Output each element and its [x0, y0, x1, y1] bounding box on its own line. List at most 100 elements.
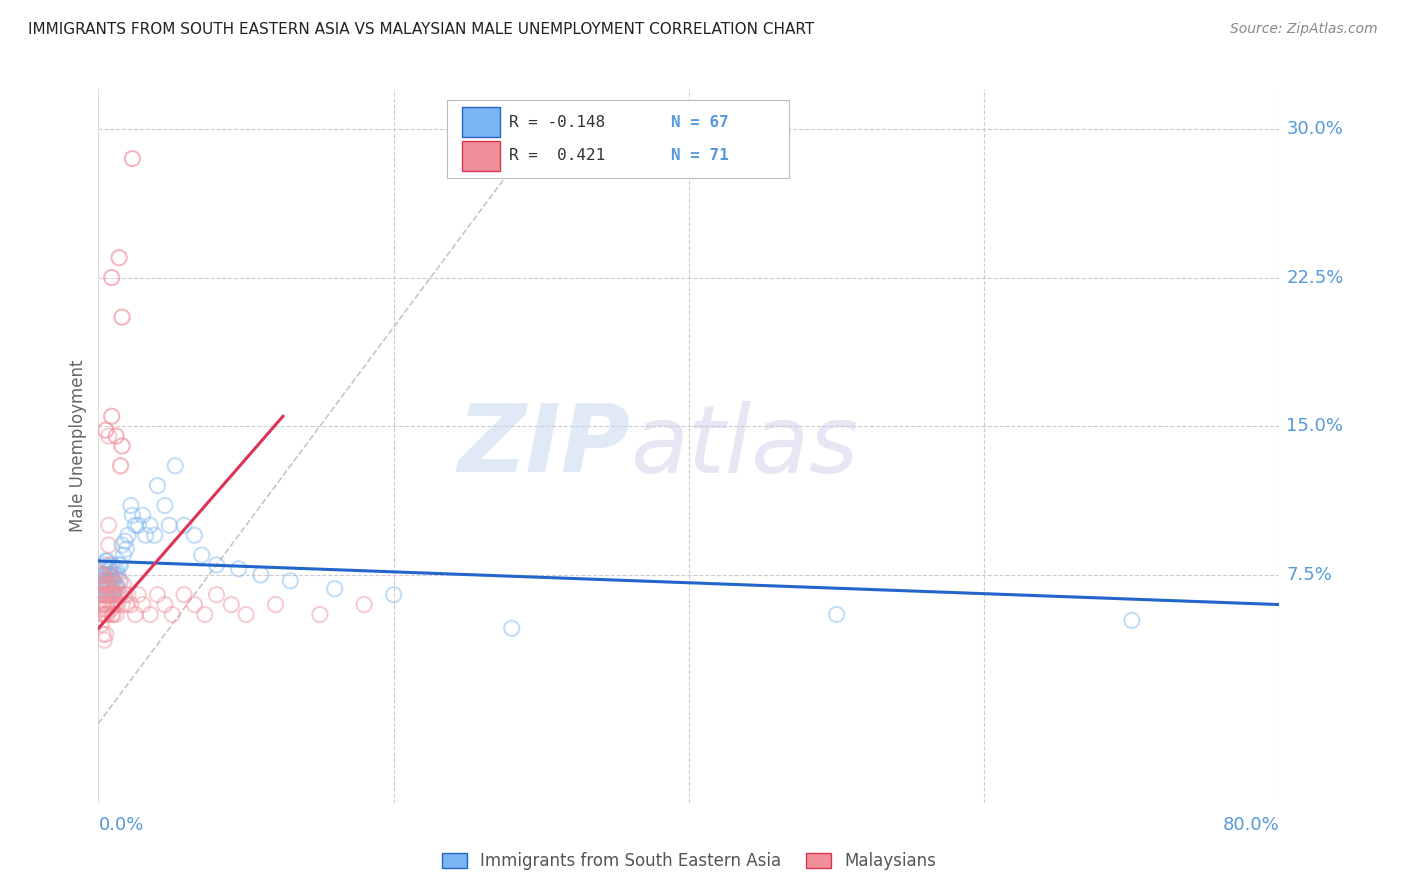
- Text: 7.5%: 7.5%: [1286, 566, 1333, 584]
- Point: [103, 607, 125, 622]
- Point: [93, 567, 115, 582]
- Point: [107, 567, 129, 582]
- Point: [107, 598, 129, 612]
- Point: [108, 558, 131, 572]
- Point: [278, 574, 302, 588]
- Point: [93, 588, 115, 602]
- Point: [103, 560, 125, 574]
- Point: [97, 429, 120, 443]
- Point: [825, 607, 848, 622]
- Point: [111, 439, 134, 453]
- Point: [91, 562, 114, 576]
- Point: [114, 588, 136, 602]
- Point: [97, 562, 120, 576]
- Point: [103, 574, 125, 588]
- Point: [105, 562, 128, 576]
- Point: [100, 588, 122, 602]
- Point: [120, 499, 142, 513]
- Point: [94, 554, 117, 568]
- Point: [110, 458, 132, 473]
- Point: [115, 598, 138, 612]
- Point: [90, 574, 112, 588]
- Point: [127, 518, 149, 533]
- Point: [105, 607, 128, 622]
- Point: [114, 534, 136, 549]
- Point: [97, 538, 120, 552]
- Point: [127, 588, 149, 602]
- Point: [93, 607, 115, 622]
- Point: [96, 567, 118, 582]
- Point: [323, 582, 346, 596]
- Point: [112, 578, 135, 592]
- Point: [98, 574, 121, 588]
- Point: [91, 588, 114, 602]
- Point: [94, 574, 117, 588]
- Point: [94, 601, 117, 615]
- Point: [111, 598, 134, 612]
- Point: [91, 578, 114, 592]
- Point: [228, 562, 250, 576]
- Point: [93, 558, 115, 572]
- Point: [103, 574, 125, 588]
- Point: [100, 582, 122, 596]
- Point: [104, 598, 127, 612]
- Point: [89, 574, 111, 588]
- Point: [108, 251, 131, 265]
- Point: [97, 558, 120, 572]
- Text: 80.0%: 80.0%: [1223, 816, 1279, 834]
- Point: [107, 588, 129, 602]
- Point: [110, 558, 132, 572]
- Point: [98, 567, 121, 582]
- Point: [117, 588, 139, 602]
- Legend: Immigrants from South Eastern Asia, Malaysians: Immigrants from South Eastern Asia, Mala…: [434, 846, 943, 877]
- Point: [108, 574, 131, 588]
- FancyBboxPatch shape: [447, 100, 789, 178]
- Point: [103, 588, 125, 602]
- Point: [91, 598, 114, 612]
- Point: [107, 582, 129, 596]
- Text: 0.0%: 0.0%: [98, 816, 143, 834]
- Text: R = -0.148: R = -0.148: [509, 114, 606, 129]
- Point: [94, 574, 117, 588]
- Point: [143, 528, 166, 542]
- Point: [94, 582, 117, 596]
- Point: [103, 598, 125, 612]
- Point: [146, 478, 169, 492]
- Point: [121, 508, 143, 523]
- Y-axis label: Male Unemployment: Male Unemployment: [69, 359, 87, 533]
- Point: [111, 310, 134, 325]
- Point: [139, 518, 162, 533]
- Text: 15.0%: 15.0%: [1286, 417, 1344, 435]
- Text: Source: ZipAtlas.com: Source: ZipAtlas.com: [1230, 22, 1378, 37]
- Point: [194, 607, 217, 622]
- Point: [104, 588, 127, 602]
- FancyBboxPatch shape: [463, 141, 501, 170]
- Point: [90, 617, 112, 632]
- Point: [162, 607, 183, 622]
- Point: [219, 598, 242, 612]
- Point: [97, 518, 120, 533]
- Point: [100, 601, 122, 615]
- Point: [205, 558, 228, 572]
- Point: [96, 598, 118, 612]
- Point: [183, 598, 205, 612]
- Point: [97, 588, 120, 602]
- Point: [98, 588, 121, 602]
- Point: [353, 598, 375, 612]
- Point: [93, 578, 115, 592]
- Point: [90, 598, 112, 612]
- Point: [104, 582, 127, 596]
- Point: [96, 607, 118, 622]
- Point: [98, 578, 121, 592]
- Text: N = 71: N = 71: [671, 148, 728, 163]
- Point: [191, 548, 214, 562]
- Text: atlas: atlas: [630, 401, 858, 491]
- Point: [132, 508, 155, 523]
- Point: [121, 152, 143, 166]
- Point: [112, 548, 135, 562]
- Point: [120, 598, 142, 612]
- Point: [173, 518, 195, 533]
- Point: [124, 518, 146, 533]
- Point: [309, 607, 332, 622]
- Point: [111, 538, 134, 552]
